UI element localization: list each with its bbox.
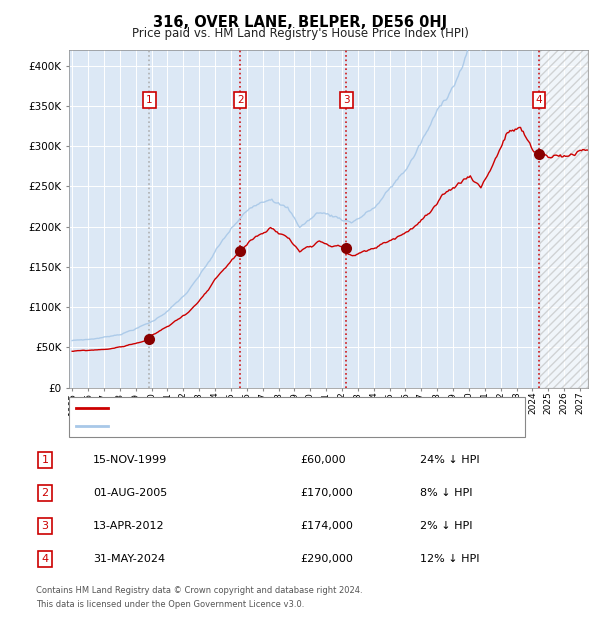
Text: 4: 4 xyxy=(536,95,542,105)
Text: 13-APR-2012: 13-APR-2012 xyxy=(93,521,164,531)
Text: 8% ↓ HPI: 8% ↓ HPI xyxy=(420,488,473,498)
Text: 4: 4 xyxy=(41,554,49,564)
Text: 2: 2 xyxy=(41,488,49,498)
Text: 31-MAY-2024: 31-MAY-2024 xyxy=(93,554,165,564)
Text: 2: 2 xyxy=(237,95,244,105)
Text: £290,000: £290,000 xyxy=(300,554,353,564)
Text: 1: 1 xyxy=(146,95,153,105)
Text: 316, OVER LANE, BELPER, DE56 0HJ: 316, OVER LANE, BELPER, DE56 0HJ xyxy=(153,16,447,30)
Bar xyxy=(541,50,588,388)
Text: £174,000: £174,000 xyxy=(300,521,353,531)
Text: 01-AUG-2005: 01-AUG-2005 xyxy=(93,488,167,498)
Text: 24% ↓ HPI: 24% ↓ HPI xyxy=(420,455,479,465)
Text: Price paid vs. HM Land Registry's House Price Index (HPI): Price paid vs. HM Land Registry's House … xyxy=(131,27,469,40)
Text: This data is licensed under the Open Government Licence v3.0.: This data is licensed under the Open Gov… xyxy=(36,600,304,609)
Text: 12% ↓ HPI: 12% ↓ HPI xyxy=(420,554,479,564)
Text: £60,000: £60,000 xyxy=(300,455,346,465)
Text: £170,000: £170,000 xyxy=(300,488,353,498)
Text: 3: 3 xyxy=(343,95,350,105)
Text: 15-NOV-1999: 15-NOV-1999 xyxy=(93,455,167,465)
Text: Contains HM Land Registry data © Crown copyright and database right 2024.: Contains HM Land Registry data © Crown c… xyxy=(36,586,362,595)
Text: 1: 1 xyxy=(41,455,49,465)
Text: HPI: Average price, detached house, Amber Valley: HPI: Average price, detached house, Ambe… xyxy=(115,421,377,431)
Text: 316, OVER LANE, BELPER, DE56 0HJ (detached house): 316, OVER LANE, BELPER, DE56 0HJ (detach… xyxy=(115,403,397,413)
Text: 3: 3 xyxy=(41,521,49,531)
Text: 2% ↓ HPI: 2% ↓ HPI xyxy=(420,521,473,531)
